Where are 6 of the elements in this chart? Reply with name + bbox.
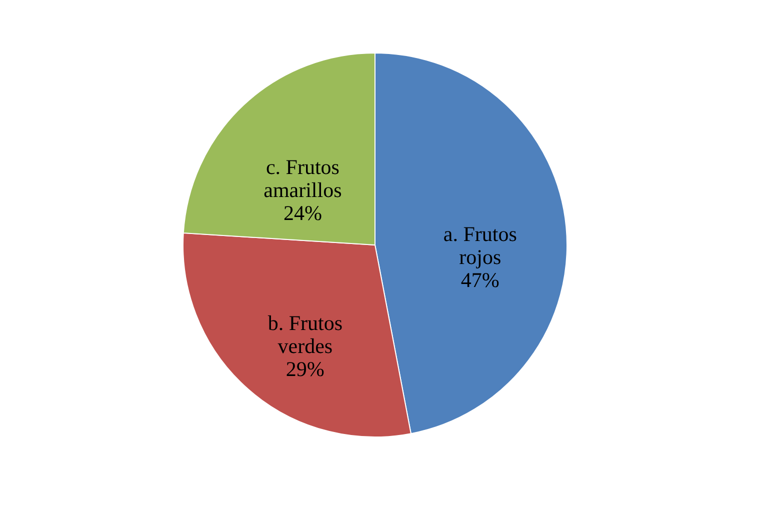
slice-label: a. Frutos rojos [443, 222, 517, 270]
data-label: 47% [460, 268, 500, 292]
data-label: 24% [283, 201, 322, 226]
slice-label: c. Frutos amarillos [264, 155, 342, 202]
slice-label: b. Frutos verdes [268, 311, 343, 358]
data-label: 29% [286, 357, 324, 382]
